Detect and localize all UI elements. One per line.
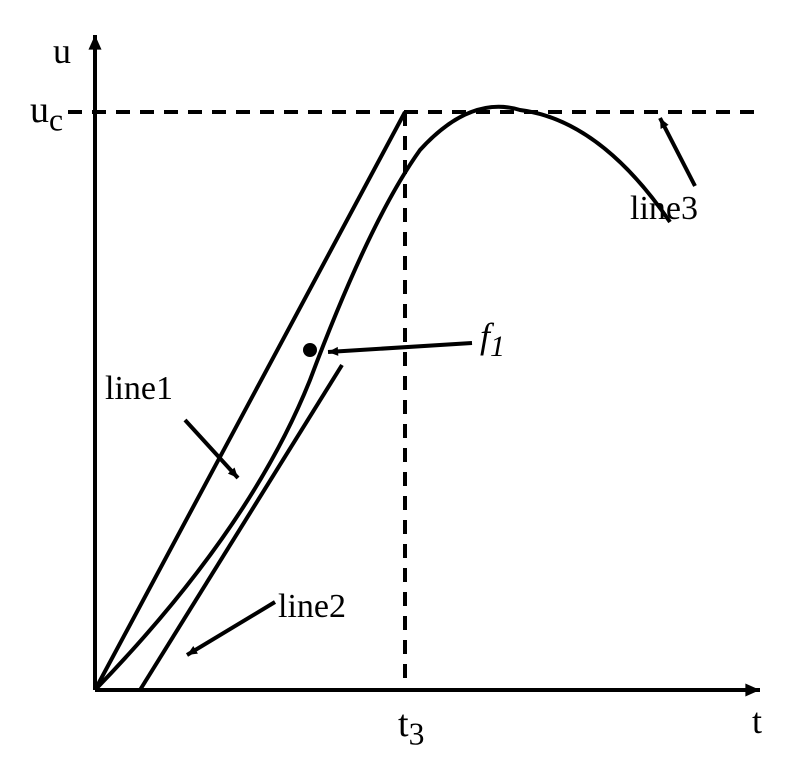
f1-point [303,343,317,357]
arrow-head [88,35,101,50]
pointer-line2 [187,602,275,655]
curve-f [95,107,670,690]
axis-label-u: u [53,30,71,72]
axis-label-t: t [752,700,762,742]
pointer-line3 [660,118,695,186]
label-line1: line1 [105,370,173,408]
pointer-f1 [328,343,472,352]
arrow-head [328,347,338,356]
label-line3: line3 [630,190,698,228]
axis-label-t3: t3 [398,702,424,753]
label-f1: f1 [480,315,505,364]
arrow-head [745,683,760,696]
label-line2: line2 [278,588,346,626]
axis-label-uc: uc [30,88,63,139]
diagram-canvas: u uc t t3 line1 line2 line3 f1 [0,0,795,763]
